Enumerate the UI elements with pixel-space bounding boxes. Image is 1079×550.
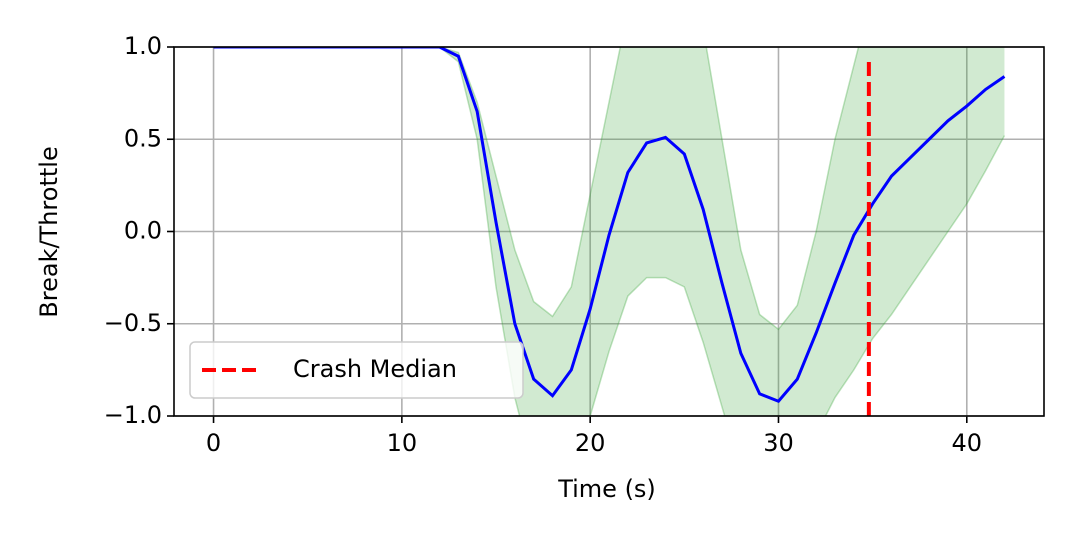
line	[213, 47, 1006, 404]
plot-area	[213, 47, 1006, 416]
confidence-band	[213, 47, 1005, 416]
x-axis-label: Time (s)	[557, 475, 656, 503]
y-tick-label: 0.0	[124, 217, 162, 245]
y-tick-label: −1.0	[104, 401, 162, 429]
y-axis-label: Break/Throttle	[35, 146, 63, 317]
x-tick-label: 0	[206, 429, 221, 457]
plot-frame	[173, 46, 1045, 417]
legend-label: Crash Median	[293, 355, 457, 383]
legend: Crash Median	[189, 341, 524, 399]
x-tick-label: 10	[387, 429, 418, 457]
band-edge	[213, 47, 860, 331]
y-tick-label: −0.5	[104, 309, 162, 337]
legend-box	[189, 341, 524, 399]
x-tick-label: 30	[763, 429, 794, 457]
y-tick-label: 1.0	[124, 32, 162, 60]
x-tick-label: 20	[575, 429, 606, 457]
y-tick-label: 0.5	[124, 124, 162, 152]
band-edge	[213, 47, 1006, 416]
x-tick-label: 40	[952, 429, 983, 457]
